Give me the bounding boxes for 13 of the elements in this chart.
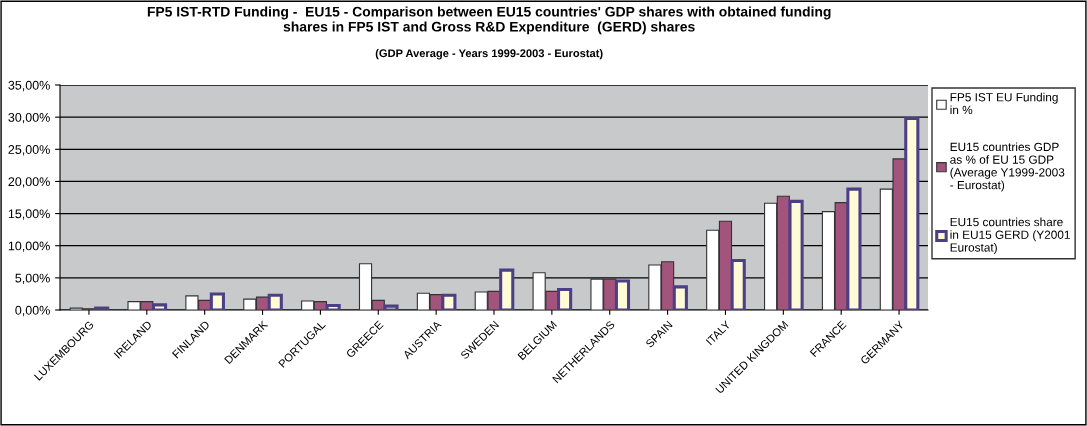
chart-subtitle: (GDP Average - Years 1999-2003 - Eurostat) bbox=[375, 48, 603, 60]
y-tick-label: 25,00% bbox=[8, 145, 50, 156]
y-tick-label: 5,00% bbox=[15, 273, 50, 284]
y-tick-label: 30,00% bbox=[8, 112, 50, 124]
y-tick-label: 15,00% bbox=[8, 209, 50, 220]
y-tick-label: 10,00% bbox=[8, 241, 50, 252]
y-tick-label: 20,00% bbox=[8, 177, 50, 188]
y-tick-label: 0,00% bbox=[15, 305, 50, 317]
legend-label: FP5 IST EU Funding in % bbox=[950, 92, 1058, 115]
legend-label: EU15 countries GDP as % of EU 15 GDP (Average Y1999-2003 - Eurostat) bbox=[950, 142, 1065, 192]
y-tick-label: 35,00% bbox=[8, 80, 50, 92]
legend-label: EU15 countries share in EU15 GERD (Y2001 Eurostat) bbox=[950, 217, 1070, 254]
chart-title: FP5 IST-RTD Funding - EU15 - Comparison between EU15 countries' GDP shares with obtained funding shares in FP5 IST and Gross R&D Expenditure (GERD) shares bbox=[147, 6, 831, 35]
